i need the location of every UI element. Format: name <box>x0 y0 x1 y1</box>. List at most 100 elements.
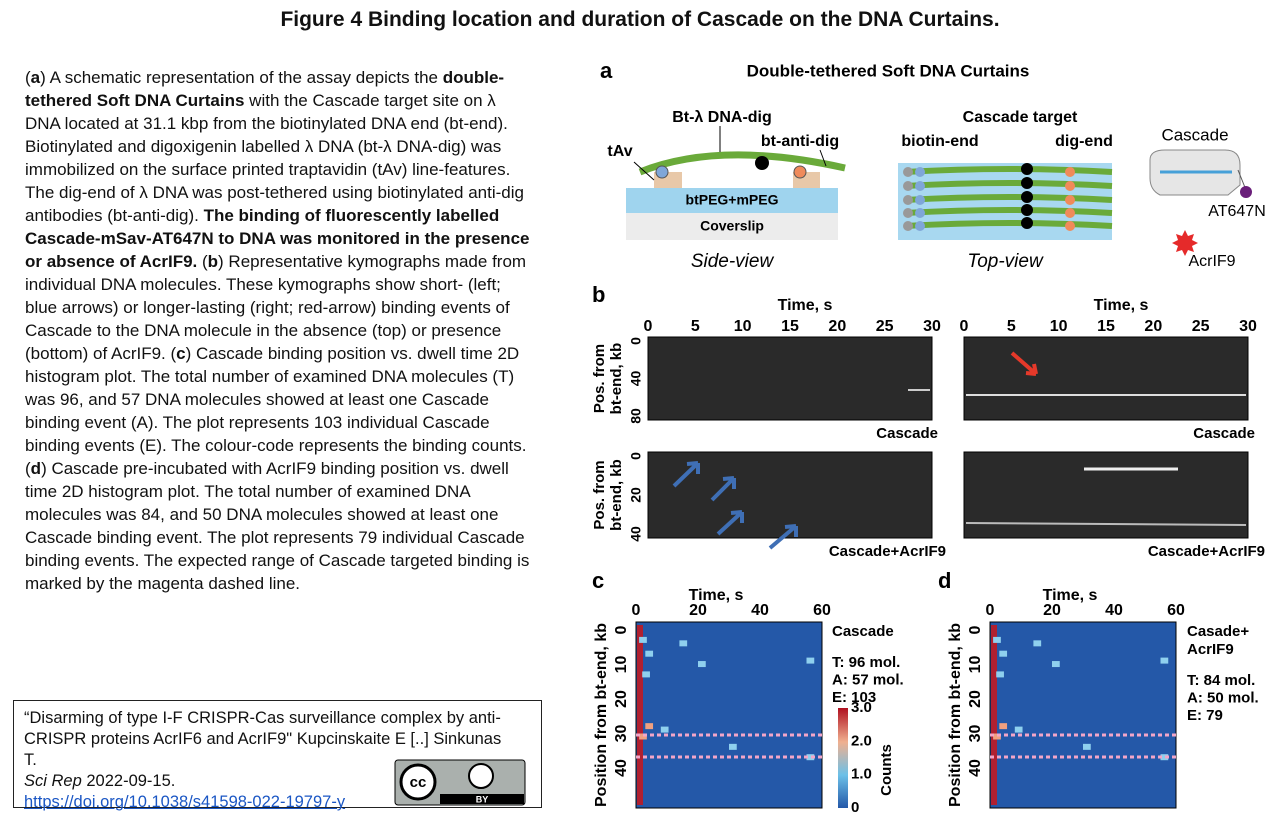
cc-mark: cc <box>410 774 427 791</box>
biotin <box>915 208 925 218</box>
heatmap-cell <box>806 754 815 761</box>
target <box>1021 163 1033 175</box>
colorbar-tick: 0 <box>851 799 859 816</box>
dig <box>1065 167 1075 177</box>
panel-caption: Cascade+AcrIF9 <box>829 543 946 560</box>
dna <box>904 180 1113 189</box>
caption-run: ) Cascade pre-incubated with AcrIF9 bind… <box>25 459 530 593</box>
caption-run: ) A schematic representation of the assa… <box>40 68 443 87</box>
label: bt-anti-dig <box>761 133 839 150</box>
heatmap-cell <box>645 723 654 730</box>
panel-name: Casade+ <box>1187 623 1249 640</box>
panel-label: b <box>592 282 605 307</box>
cc-bar <box>440 794 524 804</box>
x-tick-label: 30 <box>923 318 941 335</box>
colorbar-tick: 3.0 <box>851 699 872 716</box>
caption-run: ( <box>197 252 208 271</box>
heatmap-cell <box>999 723 1008 730</box>
by-icon <box>468 763 494 789</box>
dna <box>638 151 846 176</box>
label: Side-view <box>691 251 775 272</box>
dna <box>904 166 1113 175</box>
caption-run: with the Cascade target site on λ DNA lo… <box>25 91 524 225</box>
caption-run: d <box>30 459 42 478</box>
pointer <box>819 149 827 167</box>
heatmap-cell <box>639 733 647 740</box>
heatmap-cell <box>679 640 688 647</box>
heatmap-cell <box>806 657 815 664</box>
stat: T: 96 mol. <box>832 654 900 671</box>
y-tick-label: 30 <box>613 725 630 743</box>
y-tick-label: 0 <box>628 452 644 460</box>
dye <box>1240 186 1252 198</box>
panel-name: AcrIF9 <box>1187 641 1234 658</box>
citation: “Disarming of type I-F CRISPR-Cas survei… <box>13 700 542 811</box>
dna <box>904 194 1113 203</box>
colorbar <box>838 708 848 808</box>
coverslip <box>626 213 838 240</box>
heatmap <box>635 621 823 809</box>
dig <box>1065 208 1075 218</box>
biotin <box>915 221 925 231</box>
axis-title: Pos. from <box>591 460 608 529</box>
y-tick-label: 0 <box>967 625 984 634</box>
axis-title: bt-end, kb <box>608 459 625 531</box>
caption-run: ) Cascade binding position vs. dwell tim… <box>25 344 527 478</box>
axis-title: Position from bt-end, kb <box>947 623 964 807</box>
x-tick-label: 20 <box>1144 318 1162 335</box>
heatmap-cell <box>993 733 1001 740</box>
acr-icon <box>1172 230 1198 256</box>
heatmap-cell <box>1083 743 1091 750</box>
panel-caption: Cascade <box>1193 425 1255 442</box>
y-tick-label: 20 <box>628 487 644 503</box>
panel-label: d <box>938 568 951 593</box>
peg-layer <box>626 188 838 213</box>
axis-title: Time, s <box>689 587 744 604</box>
heatmap-cell <box>698 661 706 668</box>
biotin <box>903 181 913 191</box>
dig <box>1065 195 1075 205</box>
y-tick-label: 80 <box>628 408 644 424</box>
y-tick-label: 40 <box>613 759 630 777</box>
axis-title: Time, s <box>1094 297 1149 314</box>
y-tick-label: 10 <box>967 656 984 674</box>
date: 2022-09-15. <box>81 772 176 790</box>
heatmap-cell <box>1160 754 1169 761</box>
biotin <box>903 195 913 205</box>
journal: Sci Rep <box>24 772 82 790</box>
biotin <box>903 167 913 177</box>
y-tick-label: 0 <box>613 625 630 634</box>
y-tick-label: 40 <box>628 371 644 387</box>
y-tick-label: 40 <box>628 526 644 542</box>
dig <box>1065 221 1075 231</box>
label: btPEG+mPEG <box>686 192 779 208</box>
heatmap-cell <box>1052 661 1060 668</box>
axis-title: bt-end, kb <box>608 343 625 415</box>
biotin <box>915 167 925 177</box>
colorbar-tick: 1.0 <box>851 766 872 783</box>
dna <box>904 207 1113 216</box>
biotin <box>903 208 913 218</box>
stat: E: 103 <box>832 689 876 706</box>
axis-title: Time, s <box>778 297 833 314</box>
colorbar-tick: 2.0 <box>851 732 872 749</box>
y-tick-label: 20 <box>967 690 984 708</box>
doi-link[interactable]: https://doi.org/10.1038/s41598-022-19797… <box>24 793 346 811</box>
x-tick-label: 25 <box>1192 318 1210 335</box>
citation-text: “Disarming of type I-F CRISPR-Cas survei… <box>24 709 502 769</box>
panel-label: a <box>600 58 613 83</box>
label: AcrIF9 <box>1188 253 1235 270</box>
y-tick-label: 20 <box>613 690 630 708</box>
biotin <box>915 195 925 205</box>
y-tick-label: 0 <box>628 337 644 345</box>
heatmap-cell <box>639 636 647 643</box>
page-title: Figure 4 Binding location and duration o… <box>280 8 1000 31</box>
dna <box>904 220 1113 229</box>
arrow <box>710 476 736 502</box>
x-tick-label: 30 <box>1239 318 1257 335</box>
colorbar-title: Counts <box>878 744 895 796</box>
label: Bt-λ DNA-dig <box>672 109 772 126</box>
